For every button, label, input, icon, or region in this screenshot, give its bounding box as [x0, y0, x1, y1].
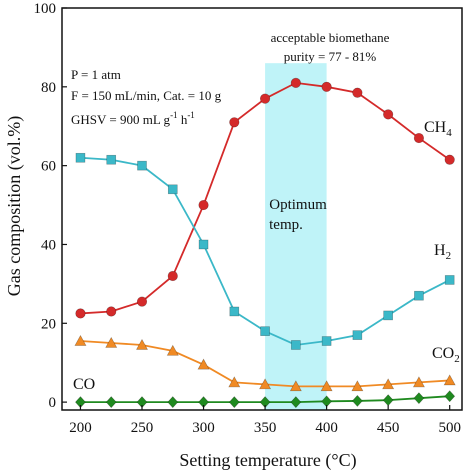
- point-co2: [197, 358, 210, 370]
- optimum-label-line1: Optimum: [269, 197, 327, 213]
- co2-label-sub: 2: [454, 353, 460, 365]
- point-h2: [352, 330, 363, 340]
- ch4-label-sub: 4: [446, 127, 452, 139]
- point-co2: [351, 380, 364, 392]
- point-co: [444, 390, 456, 403]
- point-co2: [382, 378, 395, 390]
- point-co2: [135, 338, 149, 350]
- point-ch4: [229, 117, 240, 128]
- point-ch4: [198, 199, 209, 211]
- point-co: [382, 394, 394, 407]
- biomethane-annotation-line2: purity = 77 - 81%: [284, 49, 377, 64]
- y-tick-label: 0: [49, 395, 57, 411]
- point-co: [351, 394, 363, 407]
- axis-layer: 200 250 300 350 400 450 500 0 20 40 60 80 100: [34, 1, 461, 436]
- point-co: [228, 396, 240, 409]
- plot-frame: [61, 7, 463, 411]
- x-axis-title: Setting temperature (°C): [179, 450, 356, 471]
- point-ch4: [259, 93, 271, 104]
- h2-label-sub: 2: [446, 250, 452, 262]
- point-ch4: [290, 77, 301, 88]
- point-h2: [106, 154, 117, 165]
- point-ch4: [106, 306, 117, 317]
- x-tick-label: 350: [254, 420, 277, 436]
- point-h2: [167, 184, 178, 195]
- point-co2: [105, 336, 118, 348]
- point-co: [413, 392, 425, 405]
- point-co2: [412, 376, 425, 388]
- h2-label: H2: [434, 242, 451, 262]
- co2-label-base: CO: [432, 345, 454, 362]
- point-h2: [198, 239, 209, 250]
- h2-label-base: H: [434, 242, 446, 259]
- point-co2: [443, 374, 456, 386]
- optimum-label-line2: temp.: [269, 217, 303, 233]
- point-co2: [259, 378, 272, 390]
- point-ch4: [167, 270, 178, 282]
- point-co2: [289, 380, 302, 392]
- x-tick-label: 300: [192, 420, 215, 436]
- co-label: CO: [73, 376, 95, 393]
- ghsv-mid: h: [178, 112, 188, 127]
- point-co2: [74, 334, 87, 346]
- point-ch4: [383, 109, 394, 120]
- point-h2: [229, 306, 240, 317]
- point-co2: [320, 380, 333, 392]
- x-tick-label: 200: [69, 420, 92, 436]
- series-layer: [74, 77, 456, 409]
- x-tick-label: 500: [438, 420, 461, 436]
- point-ch4: [75, 308, 86, 319]
- point-h2: [75, 152, 86, 163]
- co2-label: CO2: [432, 345, 460, 365]
- condition-flow: F = 150 mL/min, Cat. = 10 g: [71, 88, 222, 103]
- point-co: [290, 396, 302, 409]
- ghsv-exp2: -1: [187, 110, 195, 120]
- optimum-temp-region: [265, 63, 327, 410]
- y-tick-label: 40: [41, 237, 56, 253]
- point-h2: [383, 310, 393, 321]
- y-tick-label: 60: [41, 159, 56, 175]
- x-tick-label: 450: [377, 420, 400, 436]
- y-tick-label: 80: [41, 80, 56, 96]
- point-h2: [137, 160, 147, 171]
- point-co: [105, 396, 117, 409]
- x-tick-label: 400: [315, 420, 338, 436]
- condition-ghsv: GHSV = 900 mL g-1 h-1: [71, 110, 195, 127]
- condition-pressure: P = 1 atm: [71, 67, 121, 82]
- point-ch4: [352, 87, 363, 98]
- ch4-label: CH4: [424, 119, 452, 139]
- ch4-label-base: CH: [424, 119, 447, 136]
- point-co2: [166, 344, 179, 356]
- point-h2: [321, 336, 332, 346]
- biomethane-annotation-line1: acceptable biomethane: [271, 30, 390, 45]
- point-h2: [414, 290, 424, 301]
- y-tick-label: 100: [34, 1, 57, 17]
- point-co: [167, 396, 179, 409]
- x-tick-label: 250: [131, 420, 154, 436]
- point-co2: [228, 376, 241, 388]
- point-h2: [291, 340, 301, 350]
- y-tick-label: 20: [41, 316, 56, 332]
- y-axis-title: Gas composition (vol.%): [4, 116, 25, 296]
- point-ch4: [321, 81, 332, 92]
- point-h2: [444, 275, 455, 285]
- point-ch4: [444, 154, 455, 165]
- point-ch4: [413, 132, 425, 144]
- point-ch4: [136, 296, 148, 307]
- ghsv-exp1: -1: [170, 110, 178, 120]
- ghsv-base: GHSV = 900 mL g: [71, 112, 171, 127]
- point-h2: [260, 326, 270, 336]
